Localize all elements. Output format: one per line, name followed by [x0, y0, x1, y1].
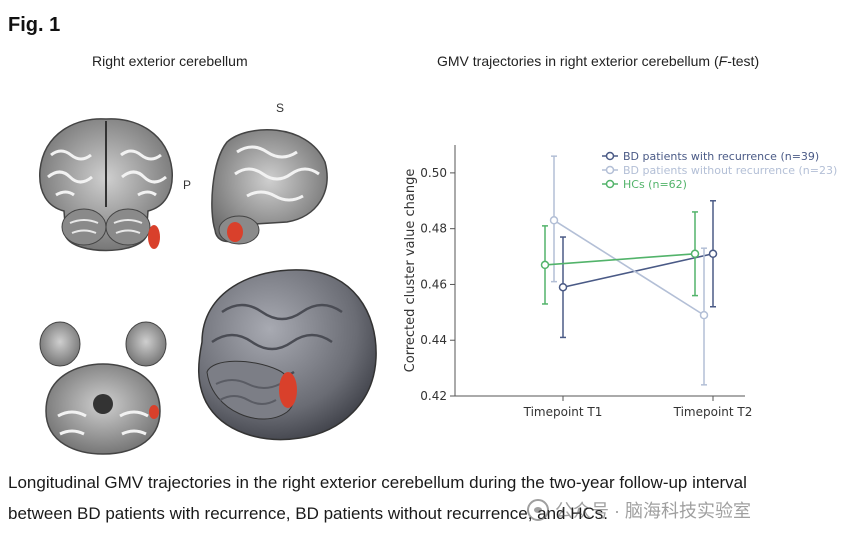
cerebellum-cluster-3d: [279, 372, 297, 408]
x-tick-label: Timepoint T1: [523, 405, 603, 419]
legend-entry-label: BD patients with recurrence (n=39): [623, 150, 819, 163]
chart-legend: BD patients with recurrence (n=39)BD pat…: [602, 150, 837, 191]
caption-line-1: Longitudinal GMV trajectories in the rig…: [8, 473, 747, 492]
y-axis-title: Corrected cluster value change: [403, 169, 418, 373]
y-tick-label: 0.50: [420, 166, 447, 180]
y-tick-label: 0.48: [420, 222, 447, 236]
rendered-brain-3d: [198, 269, 377, 441]
right-title-italic: F: [718, 53, 728, 69]
coronal-brain-slice: [39, 118, 173, 252]
x-tick-label: Timepoint T2: [673, 405, 753, 419]
data-point: [708, 249, 718, 259]
series-line: [562, 252, 714, 289]
legend-swatch-marker: [605, 165, 615, 175]
posterior-label: P: [183, 178, 192, 192]
axial-brain-slice: [39, 321, 167, 455]
figure-label: Fig. 1: [8, 14, 61, 36]
legend-swatch-marker: [605, 179, 615, 189]
legend-entry-label: HCs (n=62): [623, 178, 687, 191]
data-point: [690, 249, 700, 259]
data-point: [699, 310, 709, 320]
left-panel-title: Right exterior cerebellum: [92, 53, 248, 69]
cerebellum-cluster-axial: [149, 405, 159, 419]
y-tick-label: 0.44: [420, 333, 447, 347]
series-line: [553, 219, 705, 316]
right-title-prefix: GMV trajectories in right exterior cereb…: [437, 53, 719, 69]
right-title-suffix: -test): [727, 53, 760, 69]
wechat-icon: [527, 499, 549, 521]
cerebellum-cluster-sagittal: [227, 222, 243, 242]
superior-label: S: [276, 101, 285, 115]
chart-series: [540, 155, 718, 386]
data-point: [549, 216, 559, 225]
watermark: 公众号 · 脑海科技实验室: [527, 497, 751, 523]
legend-entry-label: BD patients without recurrence (n=23): [623, 164, 837, 177]
legend-swatch-marker: [605, 151, 615, 161]
caption-line-2: between BD patients with recurrence, BD …: [8, 504, 609, 523]
y-tick-label: 0.46: [420, 277, 447, 291]
data-point: [558, 282, 568, 292]
data-point: [540, 260, 550, 270]
cerebellum-cluster-coronal: [148, 225, 160, 249]
right-panel-title: GMV trajectories in right exterior cereb…: [437, 53, 759, 69]
chart-axes: 0.42 0.44 0.46 0.48 0.50 Timepoint T1 Timepoin…: [403, 145, 752, 419]
sagittal-brain-slice: [211, 128, 328, 245]
watermark-text: 公众号 · 脑海科技实验室: [555, 501, 751, 521]
y-tick-label: 0.42: [420, 389, 447, 403]
series-line: [544, 252, 696, 266]
